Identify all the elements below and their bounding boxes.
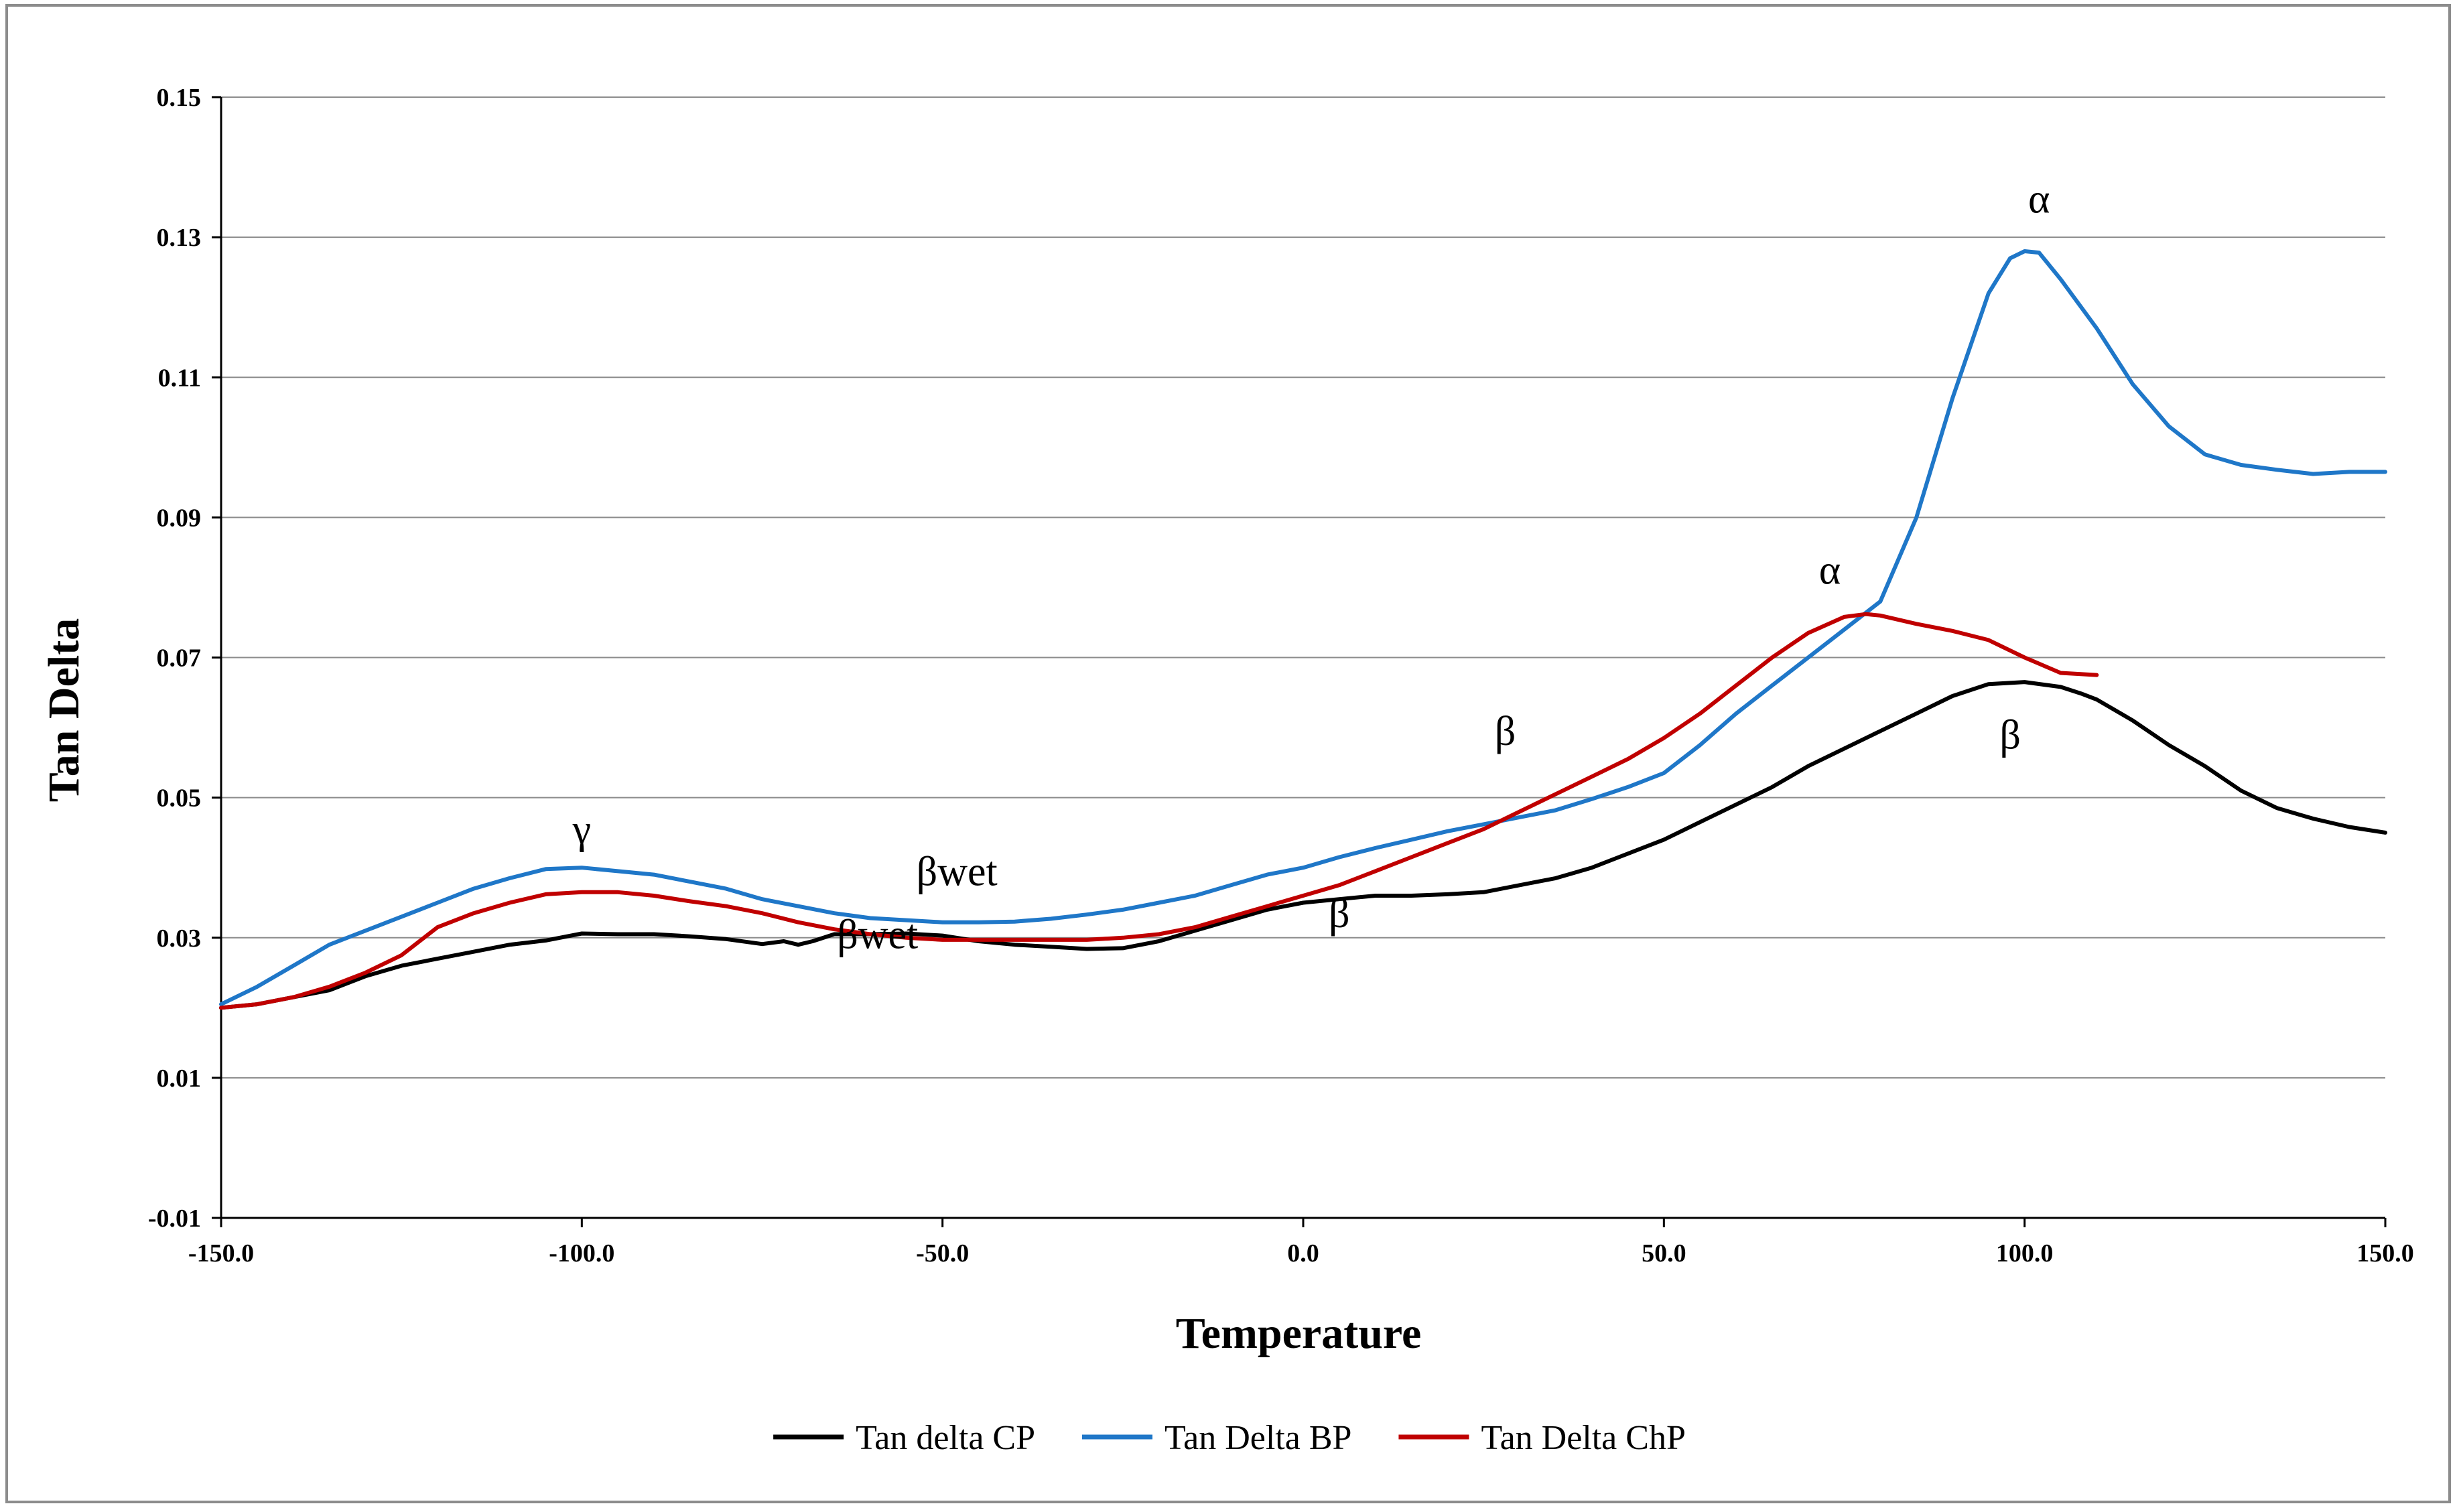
series-line-3 [219,612,2099,1010]
axes: -0.01 0.01 0.03 0.05 0.07 0.09 0.11 0.13 0.15 -15… [148,84,2414,1267]
x-tick-label: 0.0 [1287,1239,1319,1267]
series-lines [219,249,2387,1010]
series-line-2 [219,249,2387,1007]
x-tick-label: -50.0 [916,1239,969,1267]
annotation-label: α [1819,548,1841,594]
x-tick-label: 150.0 [2356,1239,2414,1267]
annotation-label: α [2028,177,2050,222]
y-tick-label: -0.01 [148,1205,201,1233]
annotation-label: β [1495,709,1516,754]
y-axis-title: Tan Delta [40,618,88,802]
chart-border [5,4,2451,1503]
gridlines [221,96,2385,1079]
series-line-1 [219,680,2387,1010]
y-tick-label: 0.03 [157,924,202,953]
annotation-label: βwet [837,912,918,957]
legend-label: Tan delta CP [856,1419,1035,1457]
y-tick-label: 0.05 [157,784,202,813]
legend-label: Tan Delta ChP [1481,1419,1685,1457]
x-tick-label: 50.0 [1642,1239,1686,1267]
x-tick-label: 100.0 [1996,1239,2054,1267]
legend: Tan delta CP Tan Delta BP Tan Delta ChP [773,1419,1686,1457]
annotations: γ βwet βwet β β β α α [572,177,2050,958]
annotation-label: β [1999,712,2021,758]
y-tick-label: 0.15 [157,84,202,112]
y-tick-label: 0.13 [157,224,202,252]
y-tick-label: 0.09 [157,504,202,532]
y-tick-label: 0.11 [158,364,201,392]
x-tick-label: -150.0 [188,1239,254,1267]
legend-label: Tan Delta BP [1165,1419,1351,1457]
x-tick-label: -100.0 [549,1239,614,1267]
annotation-label: βwet [917,849,998,894]
y-tick-label: 0.01 [157,1064,202,1093]
annotation-label: γ [572,807,591,853]
annotation-label: β [1329,891,1350,937]
x-axis-title: Temperature [1176,1309,1422,1358]
y-tick-label: 0.07 [157,644,202,673]
